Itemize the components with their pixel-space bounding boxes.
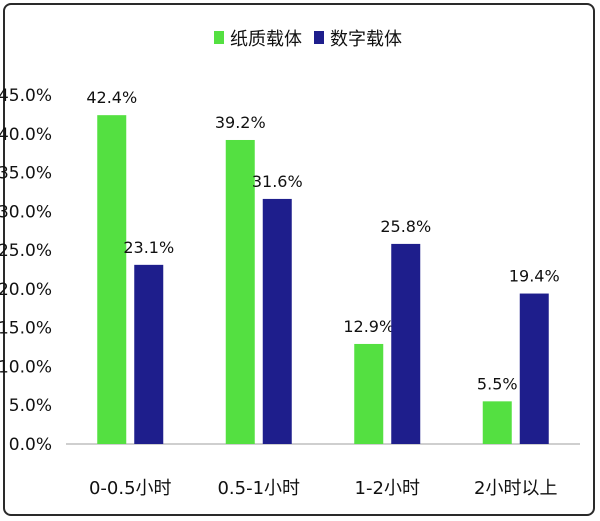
category-label-3: 2小时以上 — [474, 478, 557, 499]
data-label-0-3: 5.5% — [477, 374, 518, 393]
legend-swatch-0 — [214, 31, 224, 44]
y-tick-label-0: 0.0% — [9, 435, 52, 455]
category-label-0: 0-0.5小时 — [89, 478, 172, 499]
y-tick-label-9: 45.0% — [0, 86, 52, 106]
bar-0-1 — [225, 139, 255, 444]
y-tick-label-2: 10.0% — [0, 357, 52, 377]
category-label-2: 1-2小时 — [355, 478, 420, 499]
legend-swatch-1 — [314, 31, 324, 44]
bar-1-1 — [262, 198, 292, 444]
data-label-1-3: 19.4% — [509, 267, 560, 286]
bar-0-3 — [482, 401, 512, 444]
bar-1-0 — [134, 264, 164, 444]
legend-label-0: 纸质载体 — [230, 29, 302, 50]
y-tick-label-3: 15.0% — [0, 319, 52, 339]
y-tick-label-1: 5.0% — [9, 396, 52, 416]
data-label-1-0: 23.1% — [123, 238, 174, 257]
bar-1-3 — [519, 293, 549, 444]
y-tick-label-5: 25.0% — [0, 241, 52, 261]
category-label-1: 0.5-1小时 — [217, 478, 300, 499]
y-tick-label-4: 20.0% — [0, 280, 52, 300]
data-label-0-2: 12.9% — [343, 317, 394, 336]
data-label-1-1: 31.6% — [252, 172, 303, 191]
y-tick-label-8: 40.0% — [0, 125, 52, 145]
data-label-0-0: 42.4% — [86, 88, 137, 107]
legend-label-1: 数字载体 — [330, 29, 402, 50]
bar-0-0 — [97, 115, 127, 445]
data-label-1-2: 25.8% — [380, 217, 431, 236]
bar-0-2 — [354, 343, 384, 444]
y-tick-label-6: 30.0% — [0, 202, 52, 222]
bar-1-2 — [391, 243, 421, 444]
data-label-0-1: 39.2% — [215, 113, 266, 132]
y-tick-label-7: 35.0% — [0, 164, 52, 184]
